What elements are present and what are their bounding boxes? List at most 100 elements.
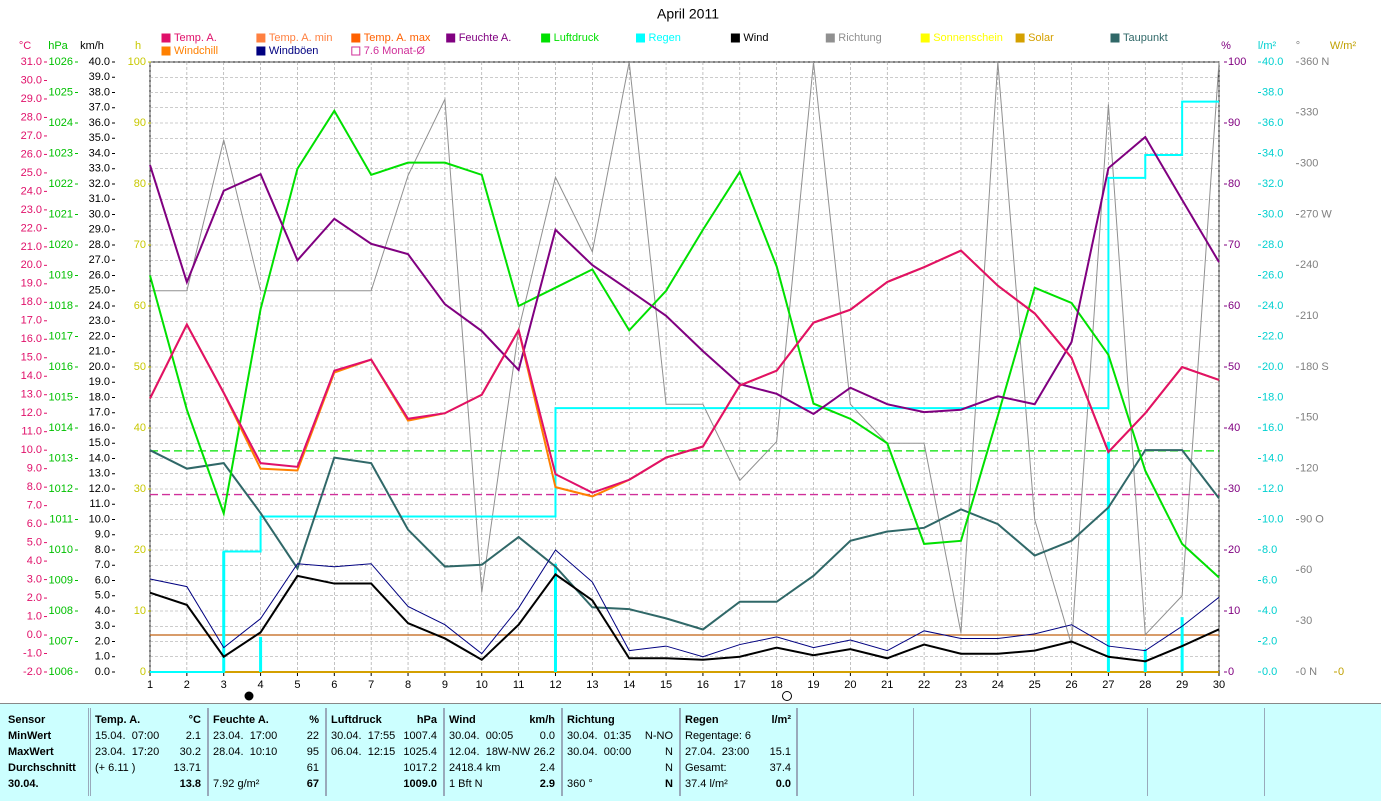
y-tick-label: 37.0 — [89, 102, 110, 114]
stat-note: 12.04. 18W-NW — [449, 746, 531, 758]
y-tick-label: 240 — [1300, 259, 1318, 271]
y-tick-label: 12.0 — [21, 407, 42, 419]
series-line — [149, 108, 1220, 579]
x-tick-label: 16 — [697, 679, 709, 691]
y-tick-label: 7.0 — [27, 500, 42, 512]
stat-value: 37.4 — [769, 762, 791, 774]
y-tick-label: 15.0 — [89, 437, 110, 449]
y-tick-label: 7.0 — [95, 559, 110, 571]
x-tick-label: 6 — [331, 679, 337, 691]
y-tick-label: 30 — [134, 483, 146, 495]
y-tick-label: 60 — [1228, 300, 1240, 312]
column-header: Richtung — [567, 714, 615, 726]
legend-swatch — [161, 46, 171, 56]
y-tick-label: 13.0 — [21, 389, 42, 401]
x-tick-label: 27 — [1102, 679, 1114, 691]
stat-note: 23.04. 17:20 — [95, 746, 160, 758]
y-tick-label: 29.0 — [21, 93, 42, 105]
y-tick-label: 1025 — [49, 86, 73, 98]
legend-label: Sonnenschein — [933, 32, 1003, 44]
new-moon-icon — [244, 691, 254, 701]
y-tick-label: 10.0 — [1262, 513, 1283, 525]
empty-column — [1147, 708, 1265, 796]
y-tick-label: 100 — [1228, 56, 1246, 68]
x-tick-label: 9 — [442, 679, 448, 691]
y-tick-label: 0.0 — [1262, 666, 1277, 678]
legend-label: Wind — [743, 32, 768, 44]
y-tick-label: 31.0 — [21, 56, 42, 68]
y-tick-label: 1017 — [49, 330, 73, 342]
y-tick-label: 15.0 — [21, 352, 42, 364]
y-tick-label: 10 — [1228, 605, 1240, 617]
y-tick-label: 30.0 — [21, 74, 42, 86]
y-tick-label: 19.0 — [21, 278, 42, 290]
x-tick-label: 11 — [513, 679, 524, 691]
stats-column: Regen l/m² Regentage: 6 27.04. 23:00 15.1 Ges… — [680, 708, 798, 796]
y-tick-label: 38.0 — [89, 86, 110, 98]
axis-unit: % — [1221, 40, 1231, 52]
x-tick-label: 14 — [623, 679, 635, 691]
y-tick-label: 40 — [1228, 422, 1240, 434]
legend-label: Luftdruck — [554, 32, 600, 44]
y-tick-label: 70 — [134, 239, 146, 251]
y-tick-label: 1023 — [49, 147, 73, 159]
y-tick-label: 50 — [1228, 361, 1240, 373]
stats-column: Temp. A. °C 15.04. 07:00 2.1 23.04. 17:20 30.… — [90, 708, 208, 796]
y-tick-label: 180 S — [1300, 361, 1329, 373]
y-tick-label: 20.0 — [1262, 361, 1283, 373]
y-tick-label: 30 — [1300, 615, 1312, 627]
y-tick-label: 20 — [1228, 544, 1240, 556]
y-tick-label: 300 — [1300, 158, 1318, 170]
y-tick-label: 10 — [134, 605, 146, 617]
y-tick-label: 16.0 — [89, 422, 110, 434]
stat-note: 30.04. 00:05 — [449, 730, 514, 742]
y-tick-label: 1015 — [49, 391, 73, 403]
axis-unit: h — [135, 40, 141, 52]
y-tick-label: 40 — [134, 422, 146, 434]
y-tick-label: 10.0 — [89, 513, 110, 525]
y-tick-label: 1010 — [49, 544, 73, 556]
y-tick-label: 14.0 — [21, 370, 42, 382]
legend-swatch — [825, 33, 835, 43]
y-tick-label: 16.0 — [1262, 422, 1283, 434]
y-tick-label: 1008 — [49, 605, 73, 617]
full-moon-icon — [782, 691, 792, 701]
stat-value: 67 — [306, 778, 319, 790]
x-tick-label: 17 — [734, 679, 746, 691]
chart-title: April 2011 — [657, 6, 719, 22]
stat-note: 30.04. 01:35 — [567, 730, 632, 742]
x-tick-label: 3 — [221, 679, 227, 691]
legend-swatch — [161, 33, 171, 43]
stat-note: 1 Bft N — [449, 778, 483, 790]
series-line — [149, 249, 1220, 498]
y-tick-label: 20.0 — [21, 259, 42, 271]
legend-swatch — [256, 46, 266, 56]
stat-note: 30.04. 17:55 — [331, 730, 396, 742]
x-tick-label: 19 — [807, 679, 819, 691]
x-tick-label: 22 — [918, 679, 930, 691]
y-tick-label: 0 — [1338, 666, 1344, 678]
legend-swatch — [256, 33, 266, 43]
y-tick-label: 12.0 — [1262, 483, 1283, 495]
x-tick-label: 15 — [660, 679, 672, 691]
y-tick-label: 0 N — [1300, 666, 1317, 678]
y-tick-label: 14.0 — [89, 452, 110, 464]
y-tick-label: 24.0 — [1262, 300, 1283, 312]
y-tick-label: 1009 — [49, 574, 73, 586]
y-tick-label: 39.0 — [89, 71, 110, 83]
series-line — [149, 549, 1220, 658]
y-tick-label: 18.0 — [1262, 391, 1283, 403]
y-tick-label: 11.0 — [21, 426, 42, 438]
x-tick-label: 13 — [586, 679, 598, 691]
row-label: MinWert — [8, 730, 52, 742]
y-tick-label: 0.0 — [27, 629, 42, 641]
y-tick-label: 17.0 — [89, 407, 110, 419]
stats-panel: Sensor MinWert MaxWert Durchschnitt 30.04. Te… — [0, 703, 1381, 801]
axis-unit: hPa — [48, 40, 68, 52]
y-tick-label: 0 — [1228, 666, 1234, 678]
axis-unit: °C — [19, 40, 31, 52]
x-tick-label: 29 — [1176, 679, 1188, 691]
axis-unit: km/h — [80, 40, 104, 52]
y-tick-label: 1024 — [49, 117, 73, 129]
y-tick-label: 26.0 — [89, 269, 110, 281]
